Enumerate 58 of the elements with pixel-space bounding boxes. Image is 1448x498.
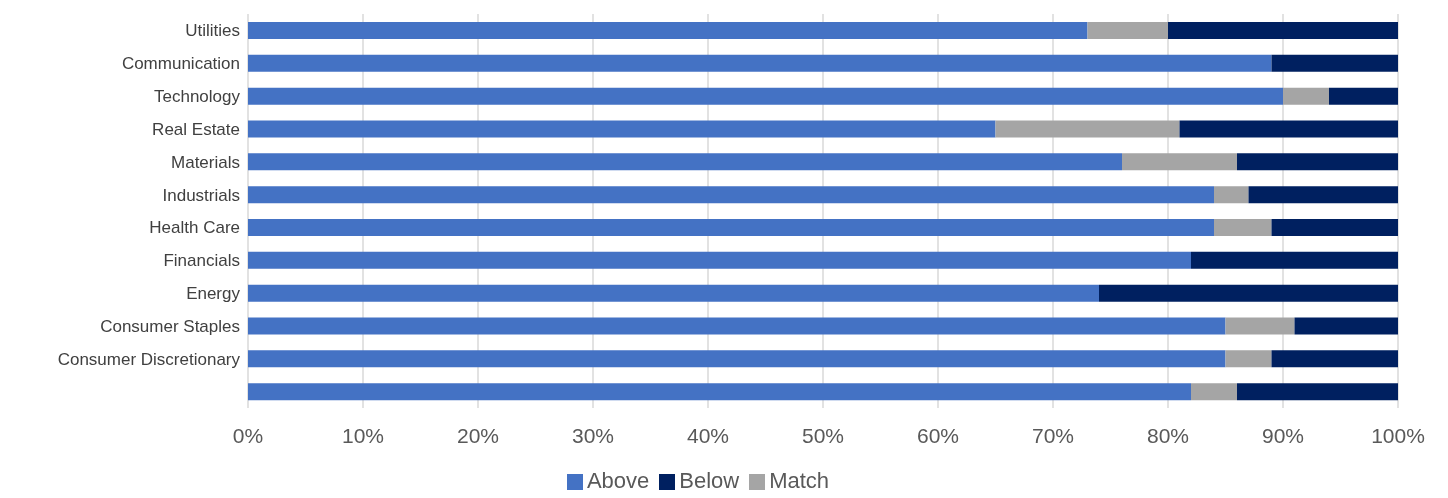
x-tick-label: 80% <box>1146 423 1190 447</box>
y-tick-label: Materials <box>171 152 240 172</box>
bar <box>248 22 1088 39</box>
y-tick-label: Consumer Discretionary <box>57 349 241 369</box>
y-tick-label: Industrials <box>162 185 240 205</box>
bar <box>1099 284 1398 302</box>
bar <box>248 317 1226 335</box>
bar <box>248 87 1283 105</box>
bar <box>248 350 1226 368</box>
x-tick-label: 60% <box>916 423 960 447</box>
bar <box>1329 87 1398 105</box>
bar <box>248 186 1214 204</box>
bar <box>1225 350 1272 368</box>
bar <box>248 120 996 138</box>
y-tick-label: Energy <box>186 284 241 304</box>
y-tick-label: Technology <box>153 87 241 107</box>
bar <box>1294 317 1398 335</box>
x-tick-label: 20% <box>456 423 500 447</box>
bar <box>1271 350 1398 368</box>
y-tick-label: Financials <box>163 251 240 271</box>
bar <box>995 120 1180 138</box>
x-tick-label: 0% <box>232 423 264 447</box>
bar <box>1214 219 1272 236</box>
y-tick-label: Consumer Staples <box>100 316 240 336</box>
bar <box>1248 186 1398 204</box>
y-tick-label: Real Estate <box>152 119 240 139</box>
y-tick-label: Health Care <box>149 218 240 238</box>
bar <box>1225 317 1295 335</box>
bar <box>248 251 1191 269</box>
x-tick-label: 30% <box>571 423 615 447</box>
x-tick-label: 50% <box>801 423 845 447</box>
legend-label: Above <box>586 468 650 493</box>
bar <box>1283 87 1329 105</box>
bar <box>1179 120 1398 138</box>
bar <box>1168 22 1398 39</box>
bar <box>1237 153 1398 171</box>
bar <box>1214 186 1249 204</box>
bar <box>1237 383 1398 401</box>
bar <box>1271 219 1398 236</box>
y-tick-label: Communication <box>121 54 240 74</box>
bar <box>1271 54 1398 72</box>
x-tick-label: 40% <box>686 423 730 447</box>
legend-label: Match <box>769 468 830 493</box>
bar <box>1191 251 1398 269</box>
bar <box>248 54 1272 72</box>
bar <box>1122 153 1237 171</box>
legend-label: Below <box>679 468 740 493</box>
x-tick-label: 10% <box>341 423 385 447</box>
x-tick-label: 90% <box>1261 423 1305 447</box>
bar <box>248 383 1191 401</box>
y-tick-label: Utilities <box>185 21 240 41</box>
bar <box>1191 383 1237 401</box>
x-tick-label: 100% <box>1371 423 1425 447</box>
bar <box>1087 22 1168 39</box>
bar <box>248 153 1122 171</box>
x-tick-label: 70% <box>1031 423 1075 447</box>
bar <box>248 284 1099 302</box>
bar <box>248 219 1214 236</box>
